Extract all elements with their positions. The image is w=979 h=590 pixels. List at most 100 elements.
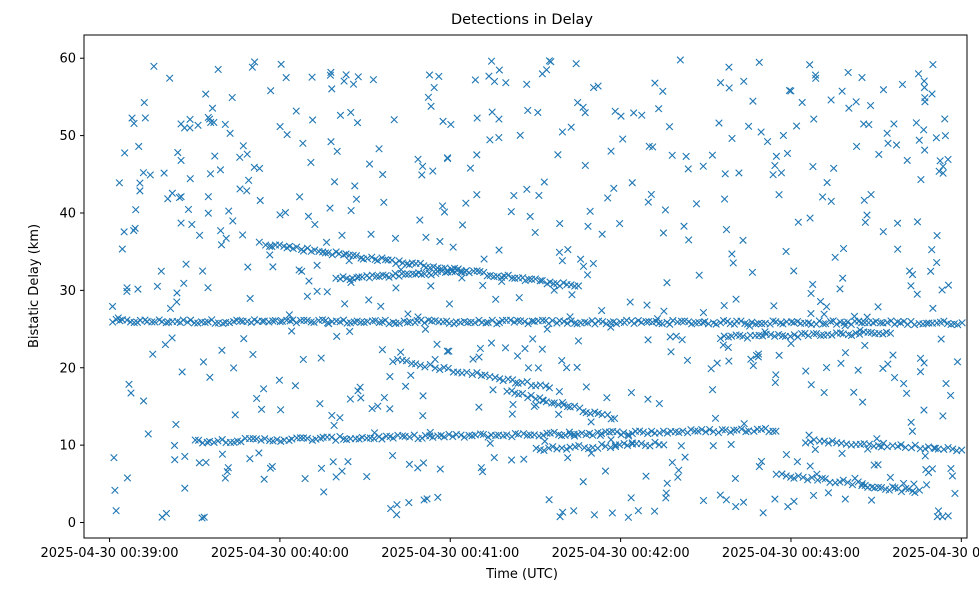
data-point-marker [311, 220, 319, 229]
y-axis: 0 10 20 30 40 50 60 [59, 52, 84, 531]
data-point-marker [299, 139, 307, 148]
data-point-marker [389, 434, 397, 442]
data-point-marker [554, 151, 562, 159]
data-point-marker [584, 444, 593, 453]
data-point-marker [860, 196, 869, 205]
data-point-marker [448, 267, 456, 276]
data-point-marker [907, 444, 916, 452]
data-point-marker [787, 87, 795, 95]
data-point-marker [737, 425, 746, 433]
data-point-marker [532, 401, 540, 409]
data-point-marker [695, 271, 703, 279]
data-point-marker [344, 457, 352, 466]
data-point-marker [250, 163, 258, 171]
data-point-marker [940, 317, 948, 325]
data-point-marker [358, 273, 366, 281]
data-point-marker [839, 274, 847, 282]
data-point-marker [136, 179, 144, 187]
data-point-marker [545, 495, 553, 504]
data-point-marker [333, 147, 341, 156]
data-point-marker [939, 162, 947, 171]
data-point-marker [863, 211, 871, 219]
data-point-marker [732, 295, 740, 303]
data-point-marker [702, 428, 710, 436]
data-point-marker [608, 509, 617, 517]
data-point-marker [559, 401, 568, 409]
data-point-marker [424, 93, 433, 101]
data-point-marker [821, 319, 830, 328]
data-point-marker [816, 331, 825, 340]
data-point-marker [844, 478, 852, 487]
data-point-marker [626, 298, 634, 306]
data-point-marker [587, 418, 595, 426]
data-point-marker [396, 348, 405, 356]
data-point-marker [162, 318, 170, 327]
data-point-marker [386, 372, 394, 381]
data-point-marker [550, 399, 558, 407]
data-point-marker [550, 286, 558, 294]
data-point-marker [628, 429, 637, 438]
data-point-marker [728, 134, 736, 143]
data-point-marker [916, 368, 925, 376]
data-point-marker [307, 318, 315, 326]
data-point-marker [865, 440, 873, 448]
data-point-marker [660, 441, 668, 449]
data-point-marker [655, 319, 663, 327]
data-point-marker [402, 357, 411, 365]
data-point-marker [852, 98, 860, 106]
data-point-marker [665, 122, 674, 131]
data-point-marker [541, 437, 549, 445]
data-point-marker [211, 152, 219, 160]
data-point-marker [644, 336, 652, 344]
data-point-marker [540, 178, 549, 186]
data-point-marker [932, 134, 941, 142]
data-point-marker [720, 195, 729, 203]
data-point-marker [866, 101, 875, 110]
data-point-marker [818, 193, 827, 201]
data-point-marker [920, 406, 928, 414]
data-point-marker [458, 221, 467, 229]
data-point-marker [108, 302, 117, 311]
data-point-marker [570, 402, 579, 410]
data-point-marker [812, 74, 820, 83]
data-point-marker [911, 488, 919, 497]
data-point-marker [414, 313, 422, 321]
data-point-marker [770, 302, 778, 310]
data-point-marker [890, 373, 899, 382]
data-point-marker [528, 335, 537, 343]
data-point-marker [727, 440, 735, 449]
data-point-marker [798, 98, 806, 107]
data-point-marker [317, 354, 325, 362]
data-point-marker [204, 283, 212, 292]
data-point-marker [699, 308, 708, 317]
x-tick-label: 2025-04-30 00:44:00 [892, 546, 979, 561]
data-point-marker [944, 443, 952, 452]
data-point-marker [748, 268, 757, 277]
data-point-marker [852, 142, 861, 151]
data-point-marker [921, 452, 929, 460]
data-point-marker [368, 253, 376, 261]
data-point-marker [589, 431, 597, 439]
data-point-marker [509, 400, 517, 409]
data-point-marker [495, 246, 503, 254]
data-point-marker [268, 462, 276, 471]
data-point-marker [473, 114, 481, 122]
x-tick-label: 2025-04-30 00:40:00 [211, 546, 349, 561]
data-point-marker [785, 86, 794, 95]
data-point-marker [858, 481, 866, 490]
data-point-marker [161, 340, 170, 349]
data-point-marker [543, 429, 551, 438]
data-point-marker [902, 389, 911, 397]
data-point-marker [942, 379, 950, 388]
data-point-marker [374, 402, 382, 410]
data-point-marker [181, 452, 189, 461]
data-point-marker [850, 312, 859, 321]
data-point-marker [806, 462, 814, 470]
data-point-marker [523, 185, 531, 193]
data-point-marker [375, 145, 383, 153]
x-tick-label: 2025-04-30 00:43:00 [722, 546, 860, 561]
data-point-marker [427, 271, 435, 279]
data-point-marker [340, 300, 349, 308]
data-point-marker [398, 432, 407, 440]
data-point-marker [578, 429, 586, 437]
